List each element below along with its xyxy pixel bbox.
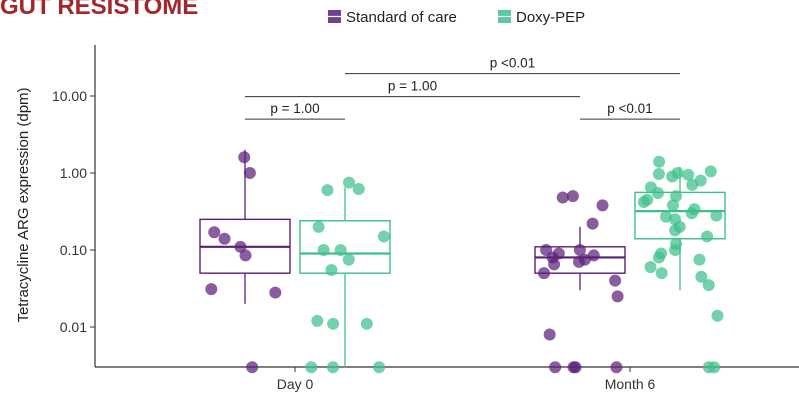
data-point (702, 279, 715, 292)
data-point (666, 170, 679, 183)
data-point (653, 155, 666, 168)
data-point (611, 290, 624, 303)
data-point (327, 317, 340, 330)
data-point (652, 251, 665, 264)
data-point (666, 199, 679, 212)
data-point (566, 190, 579, 203)
data-point (548, 258, 561, 271)
data-point (377, 230, 390, 243)
p-value-label: p <0.01 (607, 101, 652, 116)
data-point (246, 361, 259, 374)
data-point (205, 283, 218, 296)
legend-label: Doxy-PEP (516, 9, 585, 26)
data-point (670, 190, 683, 203)
boxplots (199, 149, 726, 368)
data-point (659, 210, 672, 223)
y-tick-label: 10.00 (52, 88, 87, 104)
data-point (373, 361, 386, 374)
y-tick-label: 1.00 (60, 165, 87, 181)
data-point (704, 165, 717, 178)
data-point (573, 244, 586, 256)
data-point (567, 361, 580, 374)
data-point (651, 186, 664, 199)
y-axis-label: Tetracycline ARG expression (dpm) (15, 87, 32, 322)
data-point (325, 263, 338, 276)
data-point (682, 168, 695, 181)
data-point (685, 207, 698, 220)
data-point (637, 196, 650, 209)
data-points (205, 151, 724, 374)
data-point (238, 151, 251, 164)
data-point (305, 361, 318, 374)
data-point (711, 309, 724, 322)
p-value-label: p = 1.00 (270, 101, 319, 116)
data-point (311, 314, 324, 327)
p-value-label: p = 1.00 (388, 79, 437, 94)
p-value-label: p <0.01 (490, 56, 535, 71)
data-point (701, 230, 714, 243)
legend: Standard of care Doxy-PEP (328, 9, 585, 26)
comparison-bracket: p <0.01 (345, 56, 680, 75)
legend-item: Standard of care (328, 9, 457, 26)
data-point (360, 317, 373, 330)
legend-item: Doxy-PEP (498, 9, 585, 26)
data-point (695, 270, 708, 283)
data-point (596, 199, 609, 212)
data-point (655, 267, 668, 280)
legend-label: Standard of care (346, 9, 457, 26)
x-tick-label: Month 6 (605, 376, 656, 392)
comparison-bracket: p <0.01 (580, 101, 680, 120)
data-point (609, 274, 622, 287)
data-point (317, 244, 330, 256)
data-point (327, 361, 340, 374)
data-point (586, 217, 599, 230)
data-point (312, 220, 325, 233)
data-point (549, 361, 562, 374)
box-iqr (299, 220, 391, 274)
data-point (218, 232, 231, 245)
data-point (669, 224, 682, 237)
axes: 10.00 1.00 0.10 0.01 Day 0 Month 6 (52, 45, 799, 392)
data-point (352, 182, 365, 195)
data-point (644, 261, 657, 274)
x-tick-label: Day 0 (277, 376, 314, 392)
data-point (269, 286, 282, 299)
data-point (243, 167, 256, 179)
data-point (710, 209, 723, 222)
comparison-bracket: p = 1.00 (245, 79, 580, 98)
significance-brackets: p = 1.00 p = 1.00 p <0.01 p <0.01 (245, 56, 680, 120)
data-point (686, 178, 699, 191)
data-point (587, 249, 600, 262)
data-point (556, 191, 569, 204)
box (299, 187, 391, 368)
data-point (239, 249, 252, 262)
comparison-bracket: p = 1.00 (245, 101, 345, 120)
data-point (343, 176, 356, 189)
data-point (543, 328, 556, 341)
data-point (342, 253, 355, 266)
data-point (572, 255, 585, 268)
chart-title: GUT RESISTOME (0, 0, 198, 20)
data-point (538, 267, 551, 280)
data-point (321, 184, 334, 197)
data-point (669, 244, 682, 256)
data-point (334, 244, 347, 256)
data-point (702, 361, 715, 374)
data-point (693, 253, 706, 266)
data-point (652, 168, 665, 181)
y-tick-label: 0.01 (60, 319, 87, 335)
y-tick-label: 0.10 (60, 242, 87, 258)
data-point (610, 361, 623, 374)
data-point (208, 226, 221, 239)
